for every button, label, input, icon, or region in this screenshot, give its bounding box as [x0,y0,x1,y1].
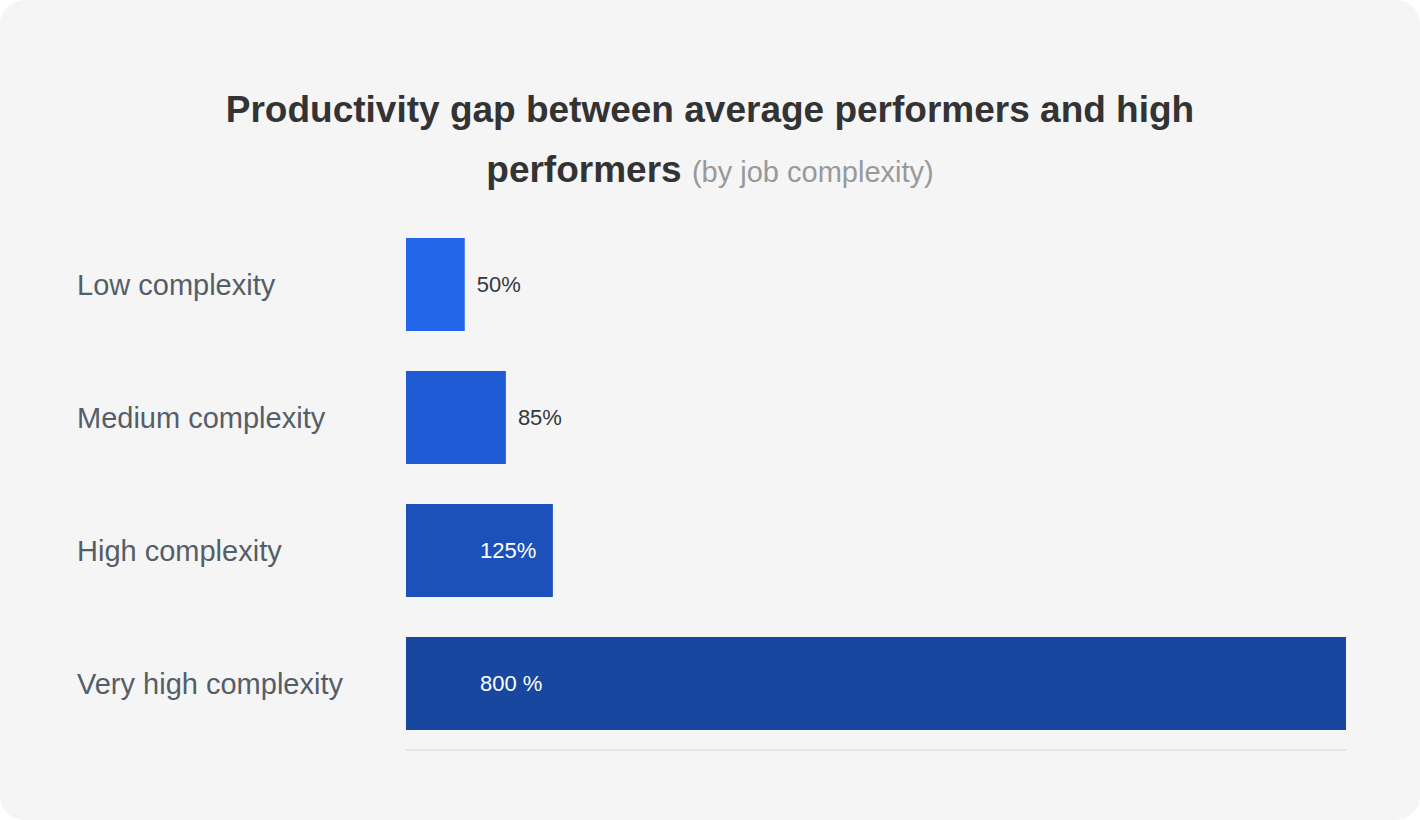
svg-text:Low complexity: Low complexity [77,269,276,301]
svg-text:85%: 85% [518,405,562,430]
svg-text:Medium complexity: Medium complexity [77,402,326,434]
svg-text:High complexity: High complexity [77,535,282,567]
html-text:Productivity gap between avera: Productivity gap between average perform… [225,89,1195,190]
svg-text:800 %: 800 % [480,671,542,696]
svg-text:125%: 125% [480,538,536,563]
svg-text:50%: 50% [477,272,521,297]
svg-text:Very high complexity: Very high complexity [77,668,343,700]
